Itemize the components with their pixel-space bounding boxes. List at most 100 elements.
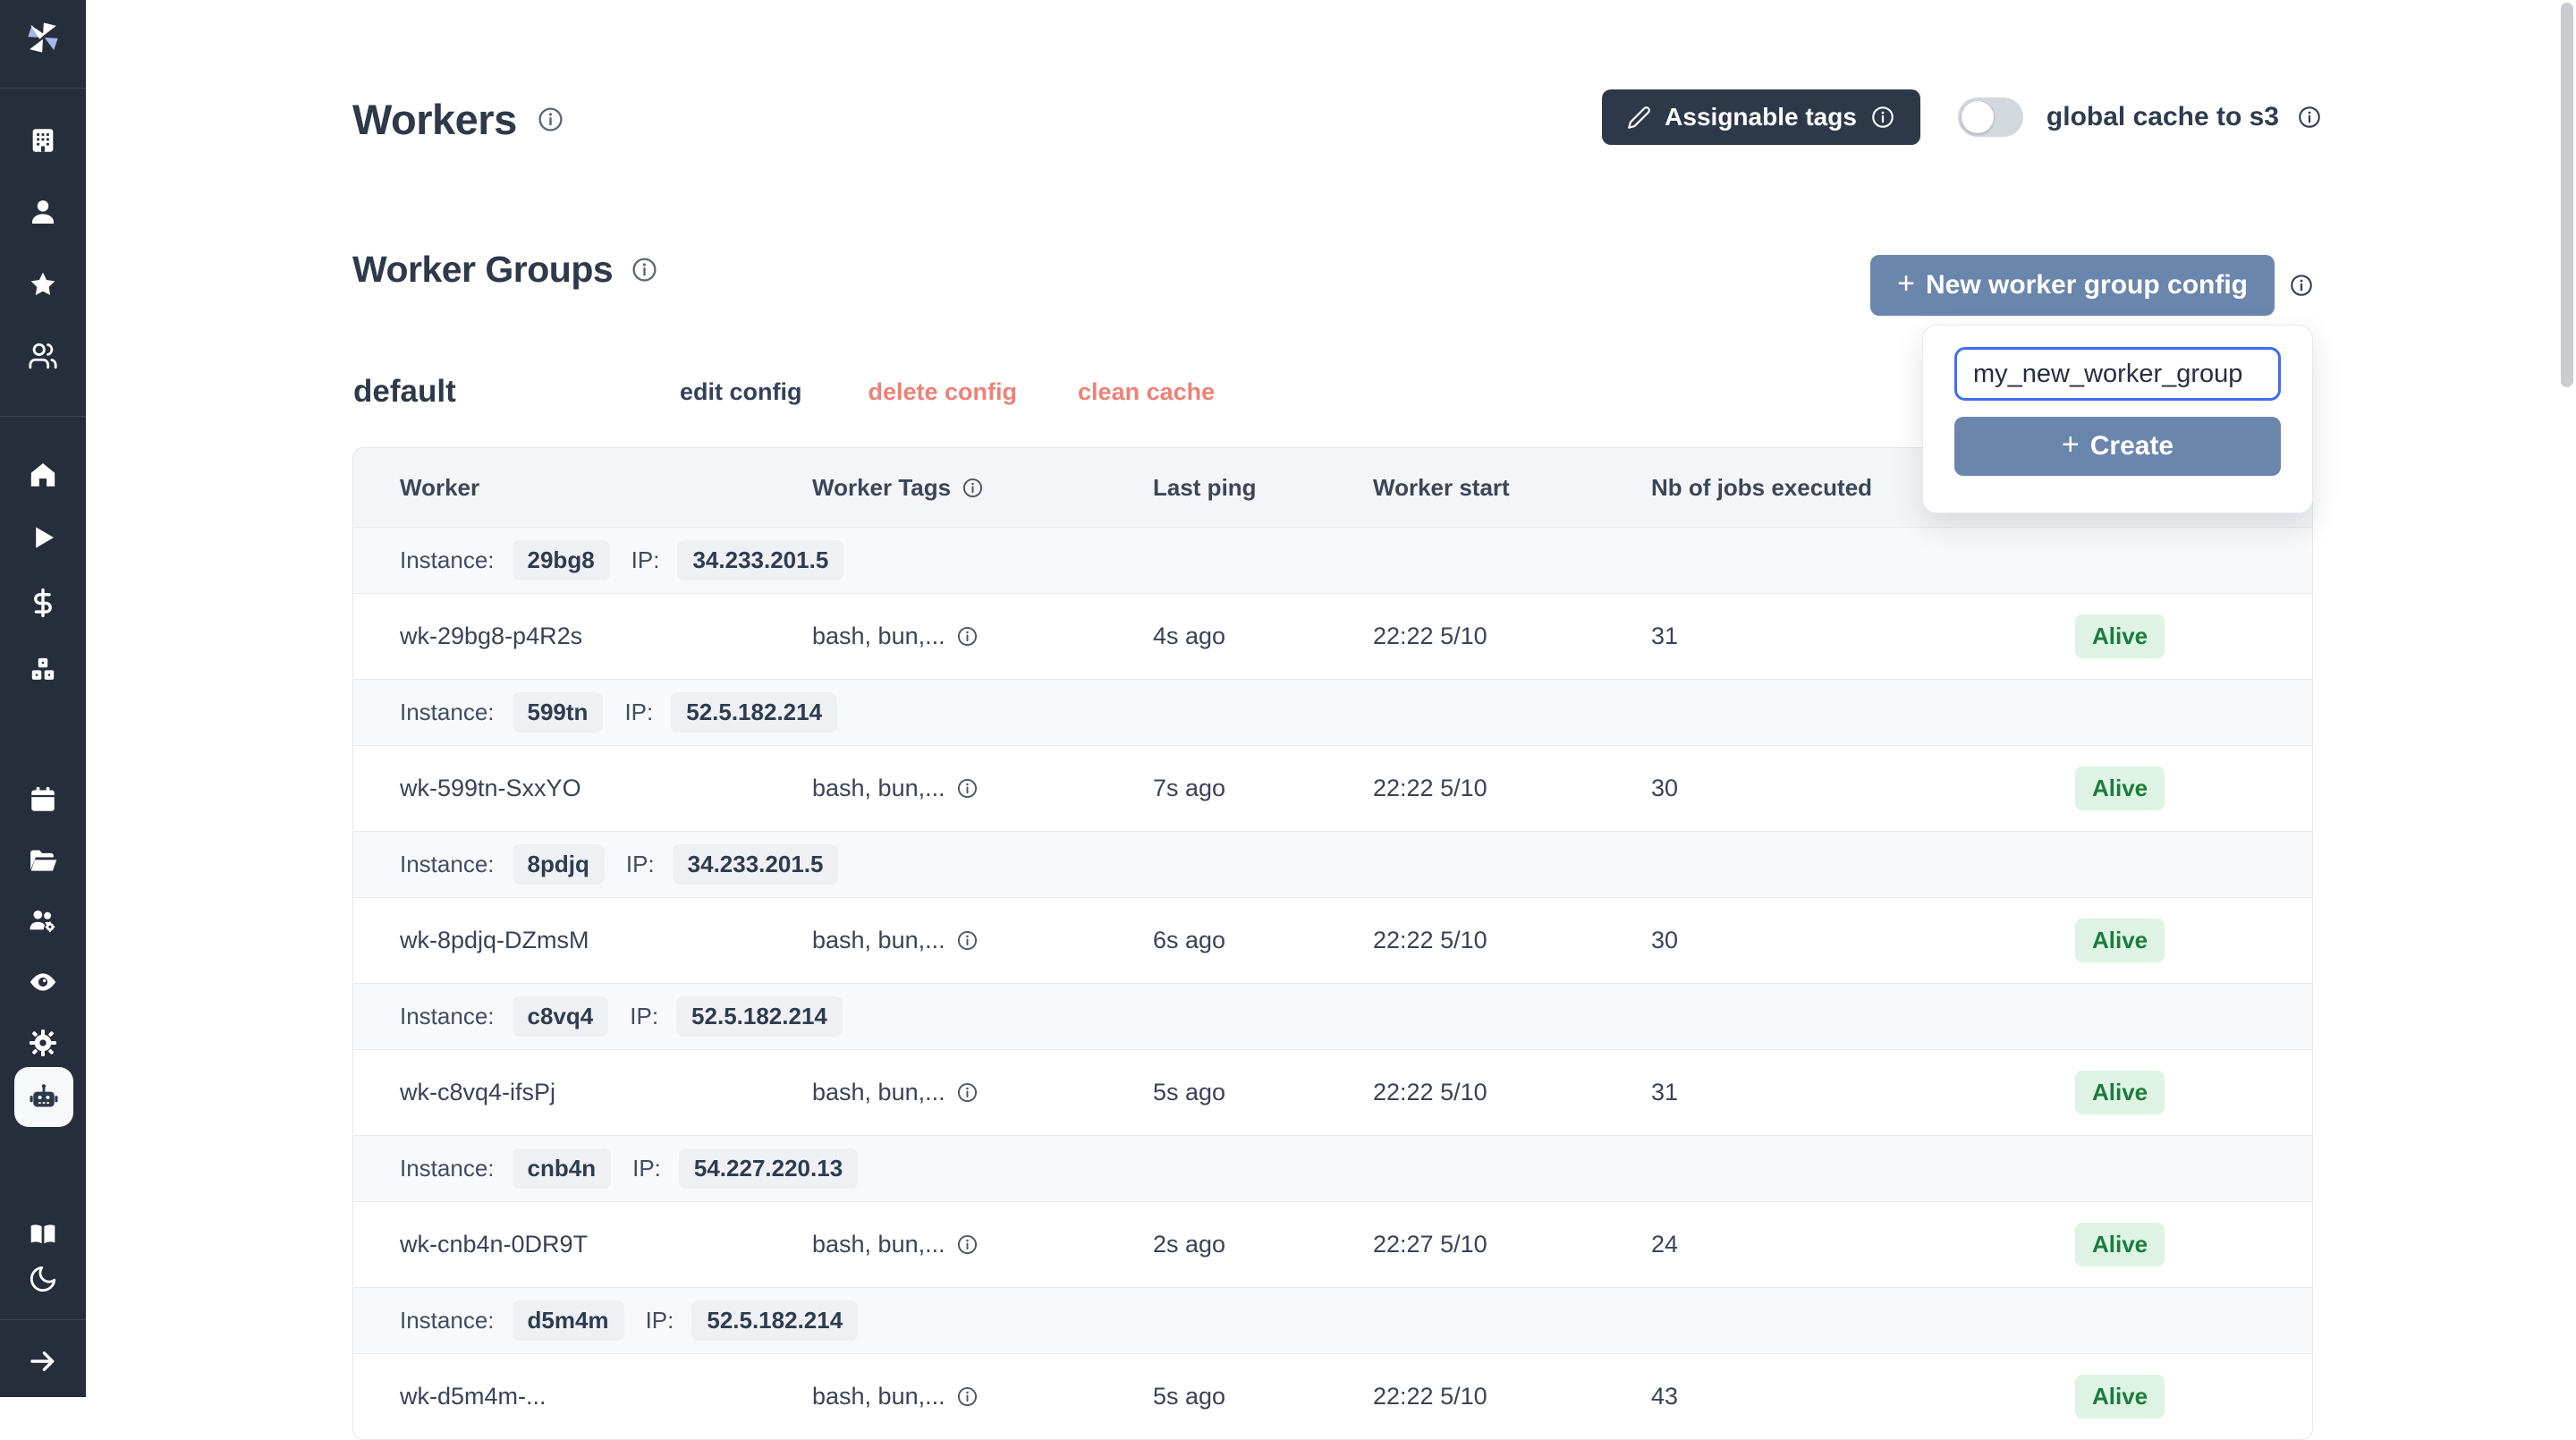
sidebar-item-runs[interactable] xyxy=(0,520,86,555)
star-icon xyxy=(30,272,55,296)
ip-label: IP: xyxy=(624,699,654,725)
tags-info-icon[interactable] xyxy=(956,1233,979,1256)
sidebar-item-home[interactable] xyxy=(0,457,86,493)
vertical-scrollbar-thumb[interactable] xyxy=(2561,3,2573,387)
worker-tags-cell: bash, bun,... xyxy=(812,1231,1153,1258)
sidebar-item-schedules[interactable] xyxy=(0,782,86,817)
sidebar-item-user[interactable] xyxy=(0,194,86,230)
windmill-logo[interactable] xyxy=(0,20,86,55)
new-worker-group-config-button[interactable]: + New worker group config xyxy=(1870,255,2275,316)
status-badge: Alive xyxy=(2075,919,2165,962)
worker-group-name-input[interactable] xyxy=(1954,347,2281,401)
users-gear-icon xyxy=(30,910,55,933)
expand-sidebar-button[interactable] xyxy=(0,1343,86,1379)
sidebar-item-members[interactable] xyxy=(0,338,86,374)
global-cache-label: global cache to s3 xyxy=(2046,102,2279,131)
ip-badge: 34.233.201.5 xyxy=(677,540,844,580)
tags-info-icon[interactable] xyxy=(956,777,979,800)
sidebar-item-favorites[interactable] xyxy=(0,267,86,302)
delete-config-link[interactable]: delete config xyxy=(868,377,1018,405)
col-header-worker-start: Worker start xyxy=(1373,473,1510,501)
worker-name: wk-29bg8-p4R2s xyxy=(400,623,583,649)
ip-badge: 52.5.182.214 xyxy=(671,692,838,733)
dark-mode-toggle[interactable] xyxy=(0,1261,86,1297)
col-header-worker-tags: Worker Tags xyxy=(812,474,1153,502)
instance-id-badge: d5m4m xyxy=(512,1300,624,1341)
jobs-executed: 30 xyxy=(1651,775,1679,801)
instance-id-badge: c8vq4 xyxy=(512,996,609,1037)
assignable-tags-label: Assignable tags xyxy=(1665,103,1857,131)
gear-icon xyxy=(29,1029,57,1057)
tags-info-icon[interactable] xyxy=(956,625,979,648)
worker-name: wk-c8vq4-ifsPj xyxy=(400,1079,556,1105)
toggle-knob xyxy=(1961,101,1994,133)
status-cell: Alive xyxy=(2075,919,2312,962)
new-config-info-icon[interactable] xyxy=(2289,273,2314,298)
status-cell: Alive xyxy=(2075,1071,2312,1114)
instance-row: Instance: 599tn IP: 52.5.182.214 xyxy=(353,679,2312,745)
instance-row: Instance: cnb4n IP: 54.227.220.13 xyxy=(353,1135,2312,1201)
sidebar-item-groups[interactable] xyxy=(0,902,86,938)
ip-badge: 34.233.201.5 xyxy=(672,844,839,885)
instance-id-badge: 29bg8 xyxy=(512,540,610,580)
sidebar-item-settings[interactable] xyxy=(0,1025,86,1061)
create-worker-group-button[interactable]: + Create xyxy=(1954,417,2281,476)
worker-row: wk-599tn-SxxYO bash, bun,... 7s ago 22:2… xyxy=(353,745,2312,831)
instance-id-badge: 599tn xyxy=(512,692,604,733)
last-ping: 6s ago xyxy=(1153,927,1226,953)
ip-label: IP: xyxy=(630,1003,659,1029)
windmill-logo-icon xyxy=(28,22,58,53)
sidebar-item-audit-logs[interactable] xyxy=(0,964,86,1000)
building-icon xyxy=(32,129,54,152)
instance-label: Instance: xyxy=(400,1307,495,1334)
worker-start: 22:22 5/10 xyxy=(1373,775,1487,801)
worker-groups-info-icon[interactable] xyxy=(631,256,658,284)
last-ping: 2s ago xyxy=(1153,1231,1226,1258)
ip-badge: 52.5.182.214 xyxy=(676,996,843,1037)
col-header-last-ping: Last ping xyxy=(1153,473,1257,501)
last-ping: 7s ago xyxy=(1153,775,1226,801)
worker-name: wk-cnb4n-0DR9T xyxy=(400,1231,589,1258)
main-content: Workers Assignable tags global cache to … xyxy=(352,0,2326,1440)
edit-config-link[interactable]: edit config xyxy=(680,377,802,405)
worker-tags-cell: bash, bun,... xyxy=(812,1079,1153,1106)
global-cache-info-icon[interactable] xyxy=(2297,105,2322,130)
instance-label: Instance: xyxy=(400,546,495,573)
worker-tags-cell: bash, bun,... xyxy=(812,623,1153,650)
status-badge: Alive xyxy=(2075,1071,2165,1114)
instance-label: Instance: xyxy=(400,1155,495,1182)
eye-icon xyxy=(30,973,56,991)
moon-icon xyxy=(30,1266,56,1292)
worker-tags: bash, bun,... xyxy=(812,1231,945,1258)
status-cell: Alive xyxy=(2075,767,2312,810)
sidebar-item-docs[interactable] xyxy=(0,1216,86,1252)
sidebar-divider xyxy=(0,88,86,89)
worker-row: wk-cnb4n-0DR9T bash, bun,... 2s ago 22:2… xyxy=(353,1201,2312,1287)
folder-open-icon xyxy=(30,850,57,871)
workers-info-icon[interactable] xyxy=(537,106,564,133)
worker-tags-info-icon[interactable] xyxy=(962,477,984,499)
sidebar-item-variables[interactable] xyxy=(0,585,86,621)
clean-cache-link[interactable]: clean cache xyxy=(1078,377,1216,405)
sidebar-item-resources[interactable] xyxy=(0,651,86,687)
tags-info-icon[interactable] xyxy=(956,1081,979,1104)
sidebar-divider xyxy=(0,416,86,417)
ip-badge: 54.227.220.13 xyxy=(678,1148,859,1189)
ip-label: IP: xyxy=(625,851,655,877)
sidebar-item-workspace[interactable] xyxy=(0,123,86,158)
col-header-worker: Worker xyxy=(400,473,480,501)
assignable-tags-info-icon[interactable] xyxy=(1870,105,1895,130)
plus-icon: + xyxy=(1897,267,1915,301)
worker-tags-cell: bash, bun,... xyxy=(812,927,1153,954)
worker-name: wk-8pdjq-DZmsM xyxy=(400,927,589,953)
tags-info-icon[interactable] xyxy=(956,929,979,952)
sidebar-item-workers-active[interactable] xyxy=(14,1067,73,1127)
sidebar-item-folders[interactable] xyxy=(0,843,86,878)
home-icon xyxy=(30,462,55,487)
global-cache-toggle[interactable] xyxy=(1957,97,2023,137)
status-cell: Alive xyxy=(2075,614,2312,658)
book-icon xyxy=(30,1224,55,1244)
assignable-tags-button[interactable]: Assignable tags xyxy=(1602,89,1920,145)
play-icon xyxy=(36,527,55,548)
ip-label: IP: xyxy=(631,546,660,573)
